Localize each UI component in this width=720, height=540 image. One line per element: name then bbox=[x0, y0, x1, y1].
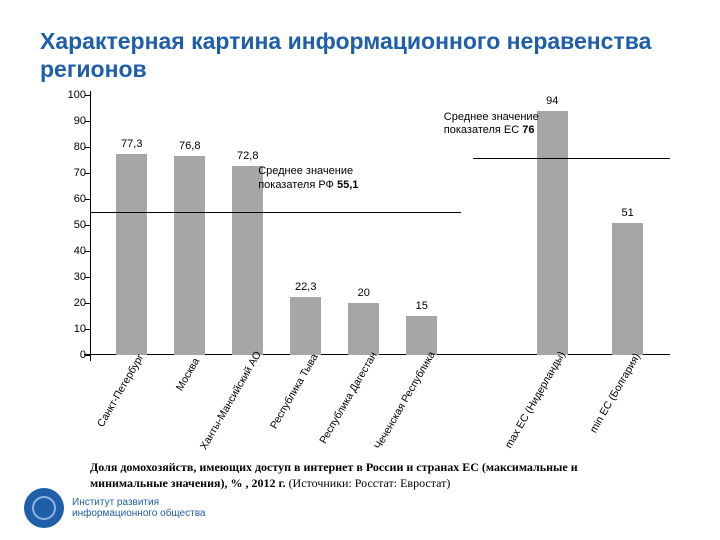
slide-title: Характерная картина информационного нера… bbox=[40, 28, 680, 83]
bar-value-label: 51 bbox=[612, 207, 643, 219]
bar: 72,8 bbox=[232, 166, 263, 355]
bar-value-label: 94 bbox=[537, 95, 568, 107]
chart-caption: Доля домохозяйств, имеющих доступ в инте… bbox=[90, 460, 640, 491]
y-tick-mark bbox=[85, 147, 90, 148]
bar: 76,8 bbox=[174, 156, 205, 356]
bar-value-label: 76,8 bbox=[174, 140, 205, 152]
footer-logo: Институт развития информационного общест… bbox=[24, 488, 205, 528]
bar-value-label: 20 bbox=[348, 287, 379, 299]
y-tick-mark bbox=[85, 251, 90, 252]
logo-icon bbox=[24, 488, 64, 528]
y-tick-mark bbox=[85, 173, 90, 174]
bar: 51 bbox=[612, 223, 643, 356]
y-tick-mark bbox=[85, 303, 90, 304]
x-axis-labels: Санкт-ПетербургМоскваХанты-Мансийский АО… bbox=[90, 355, 670, 460]
bar-value-label: 22,3 bbox=[290, 281, 321, 293]
caption-source: (Источники: Росстат: Евростат) bbox=[289, 476, 451, 490]
bar: 94 bbox=[537, 111, 568, 355]
y-tick-label: 100 bbox=[68, 89, 86, 101]
bar-value-label: 72,8 bbox=[232, 150, 263, 162]
reference-line bbox=[90, 212, 461, 213]
reference-annotation: Среднее значениепоказателя ЕС 76 bbox=[444, 111, 539, 137]
reference-line bbox=[473, 158, 670, 159]
y-tick-mark bbox=[85, 199, 90, 200]
logo-line-2: информационного общества bbox=[72, 508, 205, 519]
y-tick-mark bbox=[85, 277, 90, 278]
reference-annotation: Среднее значениепоказателя РФ 55,1 bbox=[258, 165, 358, 191]
logo-line-1: Институт развития bbox=[72, 497, 205, 508]
y-tick-mark bbox=[85, 95, 90, 96]
logo-text: Институт развития информационного общест… bbox=[72, 497, 205, 519]
y-tick-mark bbox=[85, 121, 90, 122]
bar-value-label: 77,3 bbox=[116, 138, 147, 150]
bar-value-label: 15 bbox=[406, 300, 437, 312]
bar: 77,3 bbox=[116, 154, 147, 355]
y-tick-mark bbox=[85, 329, 90, 330]
y-tick-mark bbox=[85, 225, 90, 226]
